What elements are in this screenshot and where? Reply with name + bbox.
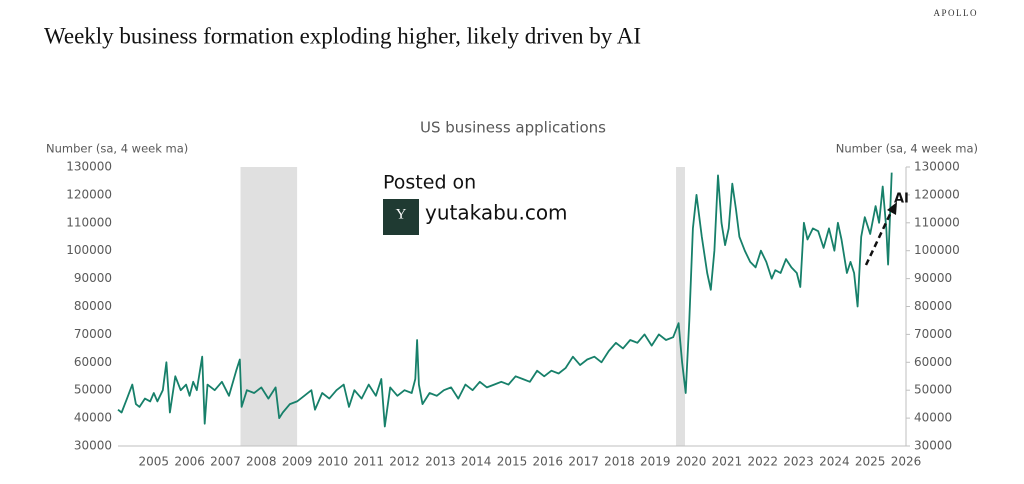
x-tick-label: 2007 [210,455,241,469]
chart-title: US business applications [420,119,606,137]
recession-band [240,167,298,446]
annotation: AI [894,192,909,207]
y2-tick-label: 40000 [914,411,952,425]
y2-tick-label: 110000 [914,215,960,229]
y2-tick-label: 60000 [914,355,952,369]
x-tick-label: 2008 [246,455,277,469]
x-tick-label: 2024 [819,455,850,469]
y-tick-label: 40000 [74,411,112,425]
x-tick-label: 2014 [461,455,492,469]
x-tick-label: 2006 [174,455,205,469]
x-tick-label: 2016 [533,455,564,469]
y2-tick-label: 70000 [914,327,952,341]
x-tick-label: 2020 [676,455,707,469]
y2-tick-label: 80000 [914,299,952,313]
x-tick-label: 2009 [282,455,313,469]
y2-tick-label: 30000 [914,439,952,453]
watermark-text: yutakabu.com [425,201,568,225]
plot-area: 30000 40000 50000 60000 70000 80000 90000 10000… [66,160,960,469]
x-tick-label: 2018 [604,455,635,469]
logo-glyph: Y [396,206,407,222]
watermark-logo [383,199,419,235]
watermark-text: Posted on [383,172,476,194]
x-tick-label: 2011 [353,455,384,469]
y2-tick-label: 50000 [914,383,952,397]
y-tick-label: 80000 [74,299,112,313]
x-tick-label: 2015 [497,455,528,469]
y-tick-label: 130000 [66,160,112,174]
x-tick-label: 2019 [640,455,671,469]
x-tick-label: 2026 [891,455,922,469]
x-tick-label: 2022 [747,455,778,469]
x-tick-label: 2005 [139,455,170,469]
y2-tick-label: 120000 [914,187,960,201]
x-tick-label: 2012 [389,455,420,469]
y-tick-label: 120000 [66,187,112,201]
x-tick-label: 2023 [783,455,814,469]
x-tick-label: 2010 [318,455,349,469]
y-tick-label: 60000 [74,355,112,369]
headline: Weekly business formation exploding high… [44,23,641,48]
y-tick-label: 30000 [74,439,112,453]
y2-axis-label: Number (sa, 4 week ma) [836,142,978,156]
y-tick-label: 70000 [74,327,112,341]
annotation-arrowhead [887,202,897,215]
y-axis-label: Number (sa, 4 week ma) [46,142,188,156]
y-tick-label: 50000 [74,383,112,397]
y-tick-label: 90000 [74,271,112,285]
y-tick-label: 110000 [66,215,112,229]
y2-tick-label: 90000 [914,271,952,285]
x-tick-label: 2021 [712,455,743,469]
brand: APOLLO [934,8,979,18]
x-tick-label: 2017 [568,455,599,469]
x-tick-label: 2013 [425,455,456,469]
recession-band [676,167,686,446]
series-line [117,172,893,428]
y-tick-label: 100000 [66,243,112,257]
x-tick-label: 2025 [855,455,886,469]
watermark: Posted on Y yutakabu.com [383,172,568,235]
y2-tick-label: 100000 [914,243,960,257]
y2-tick-label: 130000 [914,160,960,174]
annotation-arrow [864,207,895,266]
